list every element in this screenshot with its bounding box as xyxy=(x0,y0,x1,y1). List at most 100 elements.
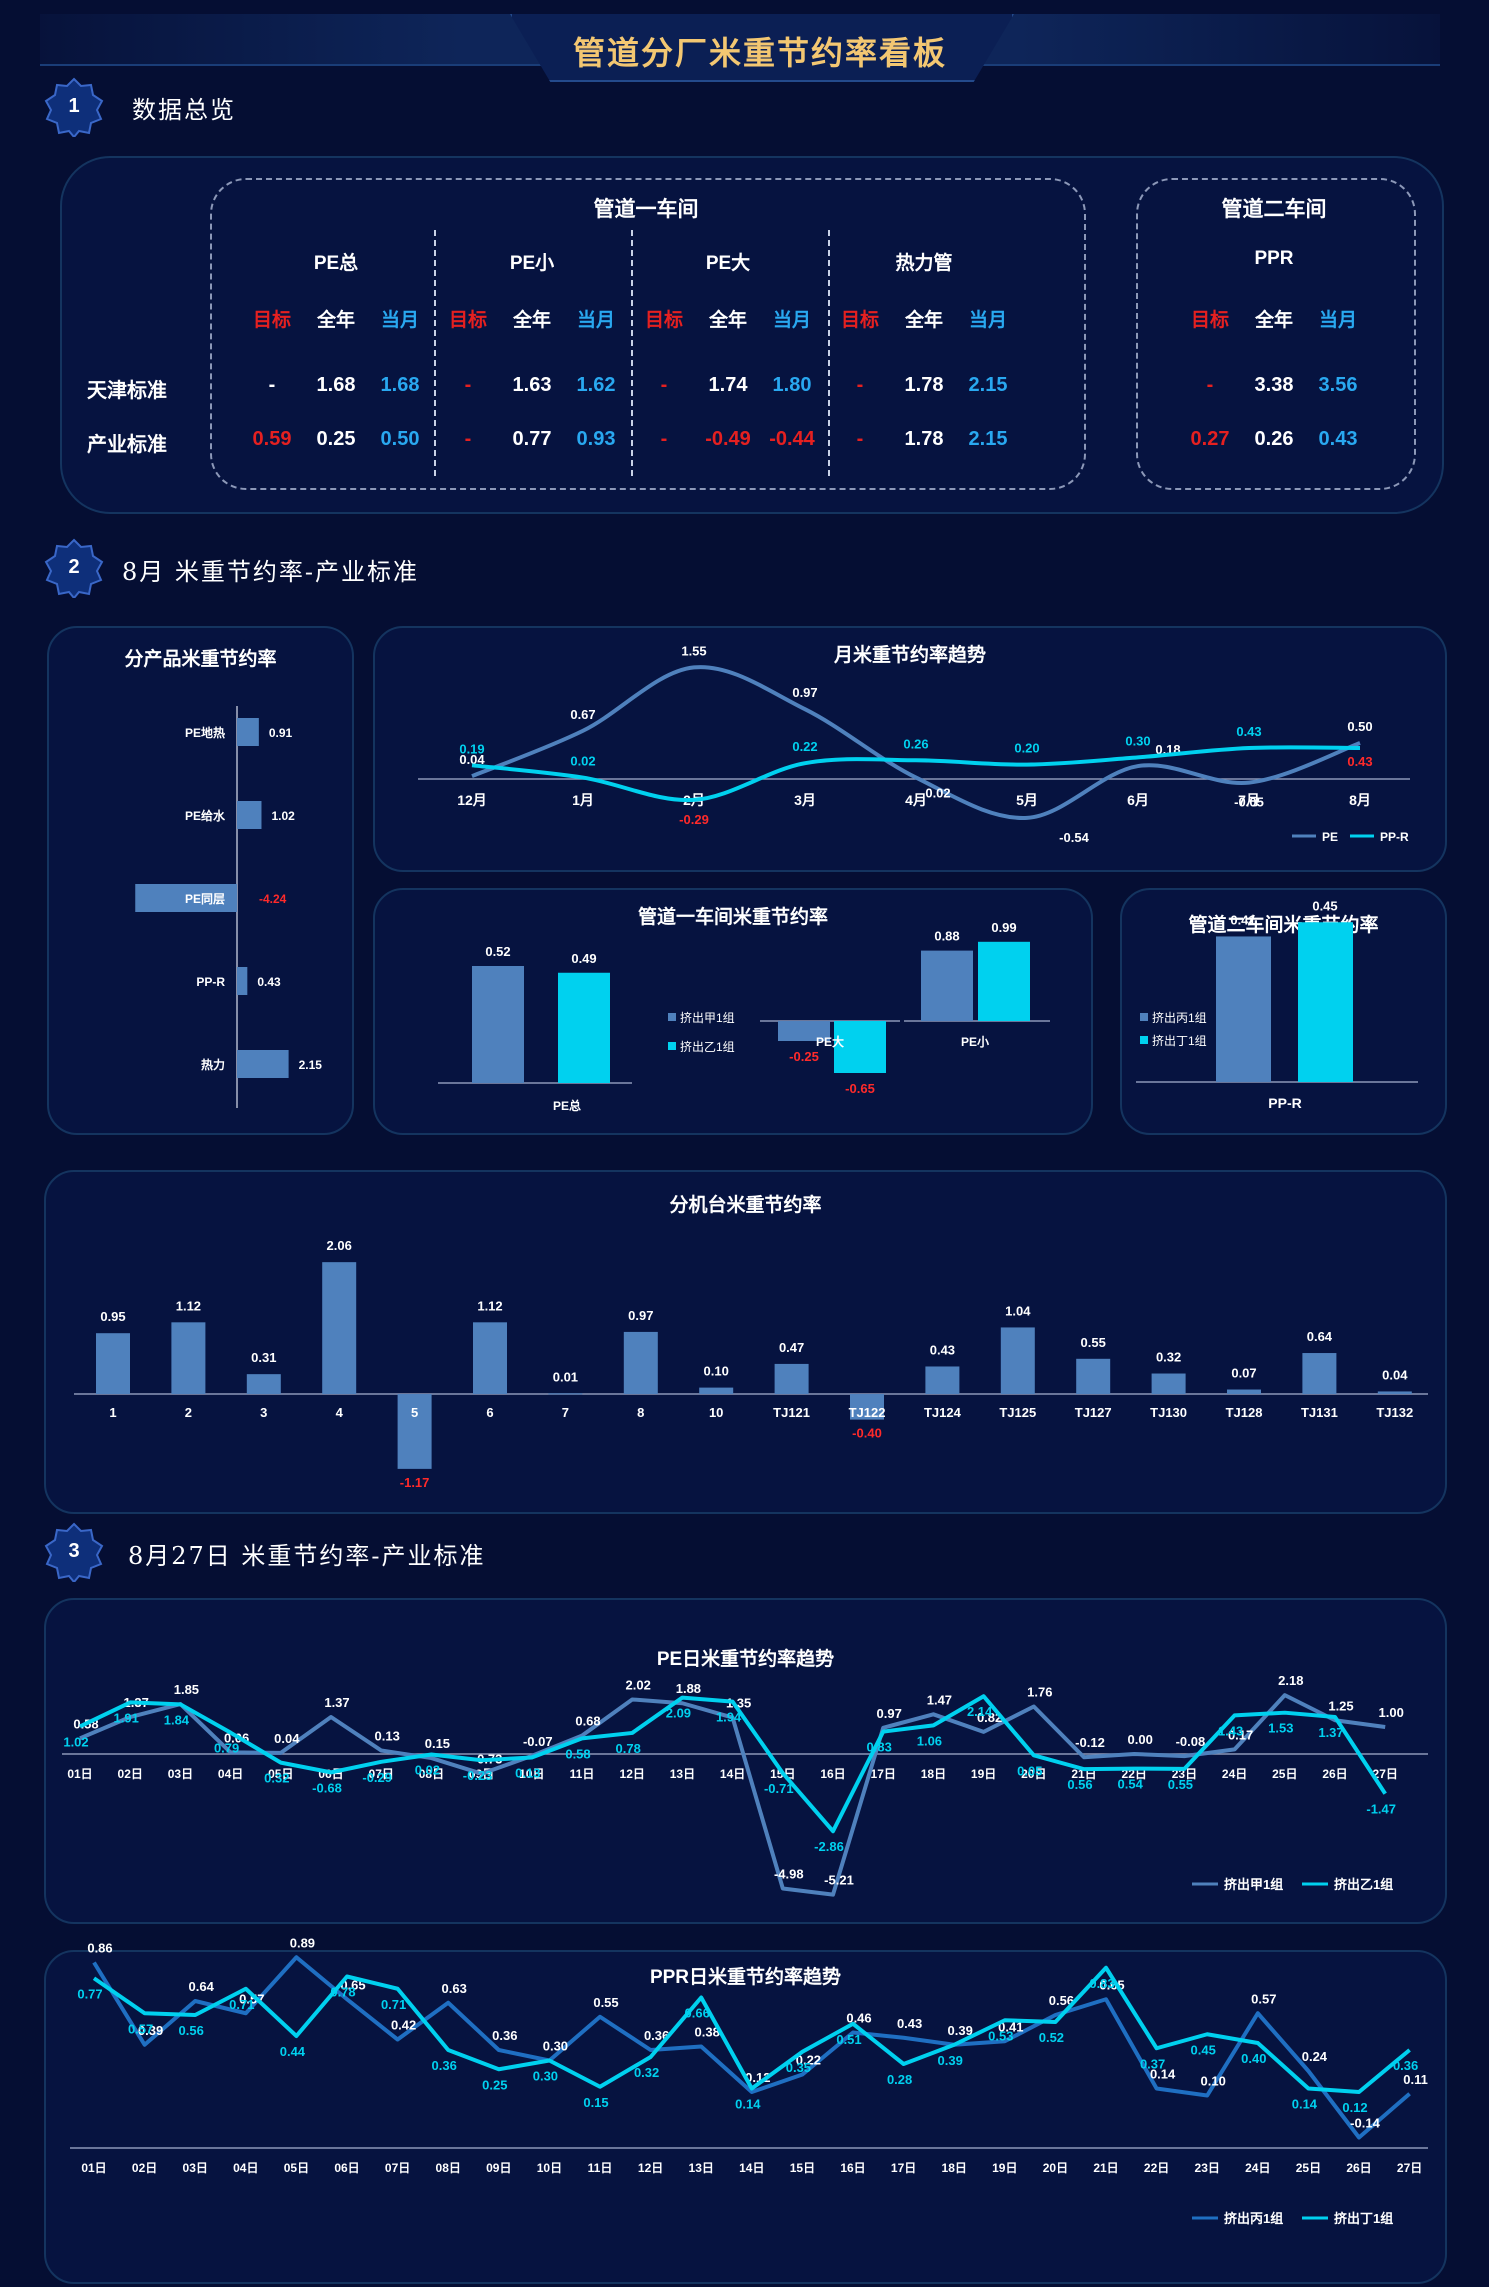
product-panel: 分产品米重节约率 xyxy=(47,626,354,1135)
industry-value-4-0: 0.27 xyxy=(1190,428,1230,450)
monthly-legend-label-1: PP-R xyxy=(1380,830,1409,844)
monthly-label-1-3: 0.22 xyxy=(792,739,817,754)
pe_daily-label-1-10: 0.58 xyxy=(565,1746,590,1761)
ppr_daily-label-0-16: 0.43 xyxy=(897,2016,922,2031)
ppr_daily-line-1 xyxy=(92,1965,1411,2094)
machine-label-5: 1.12 xyxy=(477,1298,502,1313)
monthly-label-1-0: 0.19 xyxy=(459,741,484,756)
group-name-2: PE大 xyxy=(705,253,751,274)
ws2-legend-label-1: 挤出丁1组 xyxy=(1152,1033,1207,1048)
pe_daily-x-label-13: 14日 xyxy=(720,1767,745,1781)
ppr_daily-label-1-14: 0.35 xyxy=(786,2060,811,2075)
monthly-x-label-5: 5月 xyxy=(1016,792,1038,808)
ws1-legend-swatch-1 xyxy=(668,1042,676,1050)
ws1-bar-1-1 xyxy=(834,1021,886,1073)
pe_daily-x-label-23: 24日 xyxy=(1222,1767,1247,1781)
product-category-0: PE地热 xyxy=(185,725,225,740)
ppr_daily-label-1-15: 0.51 xyxy=(836,2032,861,2047)
ws2-legend-swatch-0 xyxy=(1140,1013,1148,1021)
ppr_daily-label-0-6: 0.42 xyxy=(391,2018,416,2033)
ppr_daily-x-label-2: 03日 xyxy=(183,2161,208,2175)
machine-label-15: 0.07 xyxy=(1231,1366,1256,1381)
ppr_daily-label-1-17: 0.39 xyxy=(938,2053,963,2068)
product-chart-title: 分产品米重节约率 xyxy=(124,649,277,670)
ws2-legend-label-0: 挤出丙1组 xyxy=(1152,1010,1207,1025)
ws1-chart-title: 管道一车间米重节约率 xyxy=(637,907,828,928)
monthly-x-label-0: 12月 xyxy=(457,792,487,808)
col-header-2-0: 目标 xyxy=(644,310,683,331)
machine-category-8: 10 xyxy=(709,1405,723,1420)
ppr-daily-chart-title: PPR日米重节约率趋势 xyxy=(649,1967,842,1988)
ws1-category-1: PE大 xyxy=(816,1034,844,1049)
divider-2 xyxy=(631,230,633,476)
ppr_daily-label-1-1: 0.57 xyxy=(128,2021,153,2036)
machine-category-9: TJ121 xyxy=(773,1405,810,1420)
tianjin-value-2-1: 1.74 xyxy=(708,374,748,396)
ws1-legend-label-1: 挤出乙1组 xyxy=(680,1039,735,1054)
ppr_daily-x-label-13: 14日 xyxy=(739,2161,764,2175)
tianjin-value-4-2: 3.56 xyxy=(1318,374,1358,396)
machine-category-17: TJ132 xyxy=(1376,1405,1413,1420)
pe_daily-x-label-18: 19日 xyxy=(971,1767,996,1781)
ppr_daily-label-1-20: 0.83 xyxy=(1089,1976,1114,1991)
ws2-label-1: 0.45 xyxy=(1312,898,1337,913)
machine-bar-17 xyxy=(1377,1391,1412,1394)
ppr_daily-x-label-14: 15日 xyxy=(790,2161,815,2175)
pe_daily-x-label-17: 18日 xyxy=(921,1767,946,1781)
machine-label-2: 0.31 xyxy=(251,1350,276,1365)
pe_daily-label-1-6: -0.29 xyxy=(362,1770,392,1785)
machine-label-6: 0.01 xyxy=(553,1369,578,1384)
pe_daily-label-1-17: 1.06 xyxy=(917,1733,942,1748)
ppr_daily-x-label-16: 17日 xyxy=(891,2161,916,2175)
industry-value-3-0: - xyxy=(856,428,864,450)
pe_daily-label-0-24: 2.18 xyxy=(1278,1673,1303,1688)
workshop1-title: 管道一车间 xyxy=(593,198,699,221)
pe_daily-label-0-22: -0.08 xyxy=(1176,1734,1206,1749)
ppr_daily-x-label-8: 09日 xyxy=(486,2161,511,2175)
pe_daily-x-label-24: 25日 xyxy=(1272,1767,1297,1781)
machine-category-11: TJ124 xyxy=(924,1405,962,1420)
ppr_daily-x-label-1: 02日 xyxy=(132,2161,157,2175)
pe_daily-label-1-19: 0.05 xyxy=(1017,1763,1042,1778)
pe_daily-label-0-15: -5.21 xyxy=(824,1873,854,1888)
section-3-title: 8月27日 米重节约率-产业标准 xyxy=(128,1542,486,1570)
pe_daily-x-label-6: 07日 xyxy=(369,1767,394,1781)
industry-value-4-2: 0.43 xyxy=(1318,428,1358,450)
industry-value-3-1: 1.78 xyxy=(904,428,944,450)
col-header-0-1: 全年 xyxy=(316,310,355,331)
pe_daily-label-0-13: 1.35 xyxy=(726,1696,751,1711)
workshop1-box xyxy=(210,178,1086,490)
ppr_daily-x-label-24: 25日 xyxy=(1296,2161,1321,2175)
monthly-label-1-8: 0.43 xyxy=(1347,754,1372,769)
ppr_daily-label-1-25: 0.12 xyxy=(1342,2100,1367,2115)
ppr_daily-x-label-3: 04日 xyxy=(233,2161,258,2175)
pe_daily-label-0-23: 0.17 xyxy=(1228,1727,1253,1742)
machine-category-15: TJ128 xyxy=(1226,1405,1263,1420)
pe_daily-x-label-10: 11日 xyxy=(570,1767,595,1781)
overview-panel xyxy=(60,156,1444,514)
machine-category-14: TJ130 xyxy=(1150,1405,1187,1420)
col-header-1-0: 目标 xyxy=(448,310,487,331)
ws1-category-0: PE总 xyxy=(553,1098,581,1113)
ppr_daily-label-0-11: 0.36 xyxy=(644,2028,669,2043)
col-header-4-0: 目标 xyxy=(1190,310,1229,331)
ppr_daily-label-0-0: 0.86 xyxy=(87,1941,112,1956)
section-2-number: 2 xyxy=(68,556,80,578)
pe_daily-label-1-24: 1.53 xyxy=(1268,1721,1293,1736)
monthly-line-1 xyxy=(471,745,1361,803)
section-2-title: 8月 米重节约率-产业标准 xyxy=(122,558,420,586)
machine-chart-title: 分机台米重节约率 xyxy=(669,1195,822,1216)
section-1-number: 1 xyxy=(68,95,80,117)
machine-label-17: 0.04 xyxy=(1382,1367,1408,1382)
workshop2-title: 管道二车间 xyxy=(1221,198,1327,221)
tianjin-value-2-2: 1.80 xyxy=(772,374,812,396)
ppr_daily-label-1-2: 0.56 xyxy=(179,2023,204,2038)
page-title: 管道分厂米重节约率看板 xyxy=(572,35,947,71)
machine-bar-10 xyxy=(850,1394,884,1420)
machine-bar-11 xyxy=(925,1366,960,1394)
machine-label-4: -1.17 xyxy=(400,1475,430,1490)
col-header-2-1: 全年 xyxy=(708,310,747,331)
tianjin-value-4-1: 3.38 xyxy=(1254,374,1294,396)
ppr_daily-label-1-16: 0.28 xyxy=(887,2072,912,2087)
machine-category-6: 7 xyxy=(562,1405,569,1420)
